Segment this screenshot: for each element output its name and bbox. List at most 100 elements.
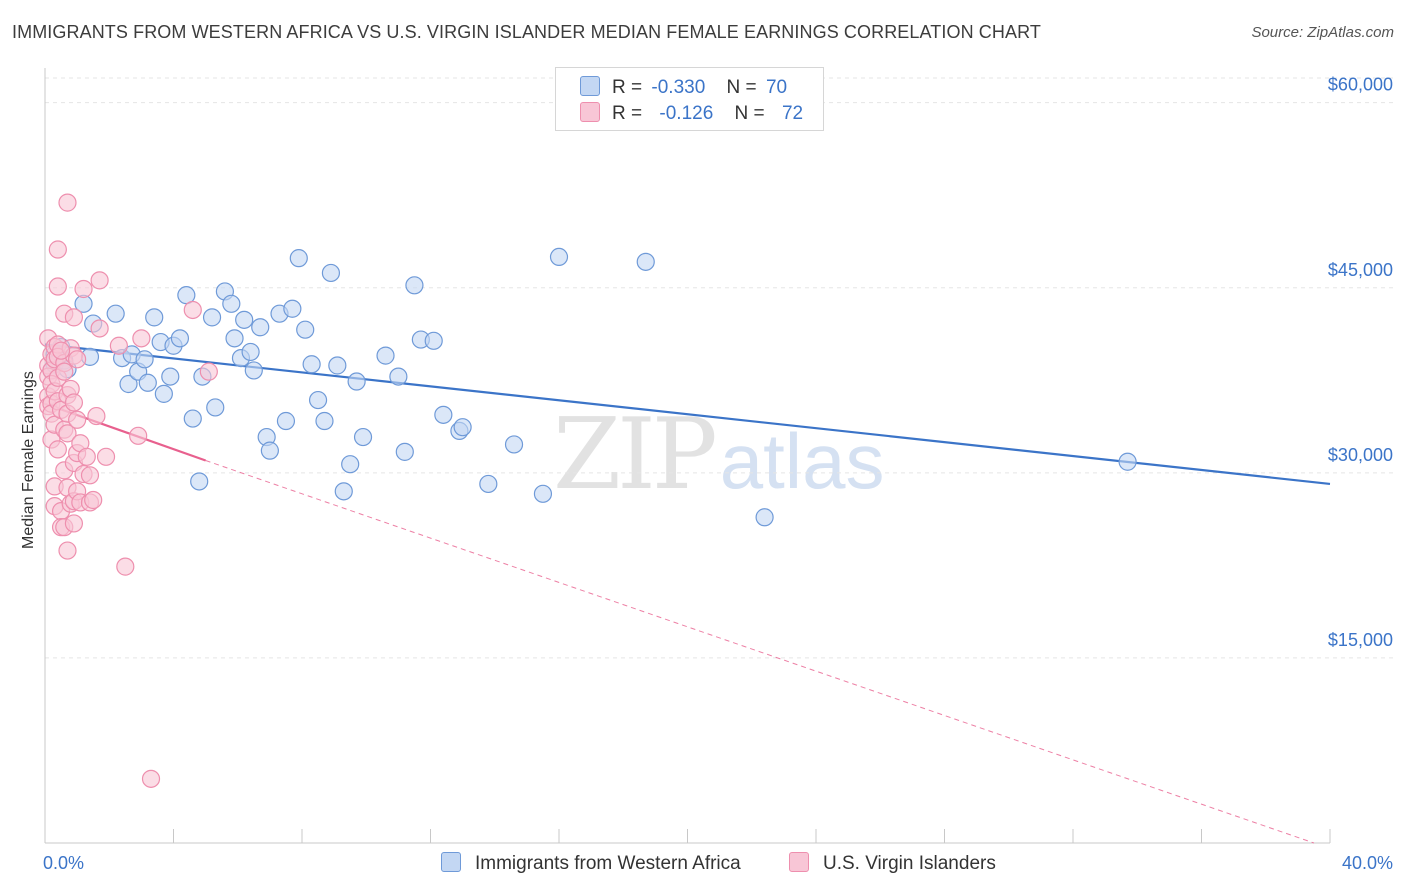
legend-r-label: R =: [612, 103, 643, 124]
point-western-africa: [161, 367, 180, 386]
legend-series1-name: Immigrants from Western Africa: [475, 853, 741, 874]
point-western-africa: [347, 372, 366, 391]
point-virgin-islanders: [68, 350, 87, 369]
x-tick-label-min: 0.0%: [43, 853, 84, 873]
legend-item-virgin-islanders: U.S. Virgin Islanders: [789, 852, 996, 875]
axes: [44, 68, 1331, 844]
point-western-africa: [504, 435, 524, 454]
y-tick-label: $60,000: [1328, 75, 1393, 95]
x-tick-label-max: 40.0%: [1342, 853, 1393, 873]
point-virgin-islanders: [132, 329, 151, 348]
point-virgin-islanders: [58, 424, 77, 443]
trend-lines: [44, 343, 1331, 844]
point-western-africa: [154, 384, 173, 403]
point-western-africa: [244, 361, 263, 380]
point-western-africa: [222, 294, 241, 313]
point-virgin-islanders: [96, 447, 116, 466]
point-western-africa: [395, 442, 414, 461]
point-virgin-islanders: [116, 557, 135, 576]
point-virgin-islanders: [199, 362, 218, 381]
legend-r-value: -0.126: [659, 103, 714, 124]
point-virgin-islanders: [77, 447, 96, 466]
point-western-africa: [755, 508, 774, 527]
point-western-africa: [235, 310, 254, 329]
legend-series2-name: U.S. Virgin Islanders: [823, 853, 996, 874]
legend-n-value: 70: [765, 77, 788, 98]
point-western-africa: [341, 455, 360, 474]
point-western-africa: [106, 304, 125, 323]
legend-item-western-africa: Immigrants from Western Africa: [441, 852, 741, 875]
point-virgin-islanders: [48, 440, 67, 459]
source-label: Source: ZipAtlas.com: [1251, 24, 1394, 41]
legend-n-label: N =: [726, 77, 757, 98]
legend-n-value: 72: [781, 103, 804, 124]
point-virgin-islanders: [48, 240, 67, 259]
point-western-africa: [283, 299, 302, 318]
point-virgin-islanders: [48, 277, 67, 296]
y-axis-label: Median Female Earnings: [20, 371, 37, 549]
point-virgin-islanders: [84, 490, 103, 510]
chart-title: IMMIGRANTS FROM WESTERN AFRICA VS U.S. V…: [12, 22, 1041, 42]
point-western-africa: [353, 427, 373, 447]
point-virgin-islanders: [74, 279, 93, 299]
point-western-africa: [405, 276, 424, 295]
y-tick-label: $15,000: [1328, 630, 1393, 650]
point-western-africa: [206, 398, 225, 417]
point-western-africa: [636, 252, 655, 271]
legend-swatch-pink: [580, 102, 600, 122]
point-western-africa: [315, 411, 334, 431]
point-virgin-islanders: [109, 336, 128, 355]
point-virgin-islanders: [68, 410, 87, 429]
legend-r-label: R =: [612, 77, 643, 98]
point-virgin-islanders: [55, 362, 74, 381]
point-western-africa: [251, 318, 270, 337]
point-western-africa: [479, 474, 498, 494]
y-tick-label: $30,000: [1328, 445, 1393, 465]
axis-labels: $15,000 $30,000 $45,000 $60,000 0.0% 40.0% Med…: [20, 75, 1393, 873]
legend-row-western-africa: R = -0.330 N = 70: [580, 76, 787, 102]
legend-r-value: -0.330: [651, 77, 706, 98]
point-western-africa: [424, 331, 443, 350]
correlation-legend: R = -0.330 N = 70 R = -0.126 N = 72: [555, 67, 824, 131]
point-western-africa: [453, 418, 472, 437]
legend-swatch-blue: [441, 852, 461, 872]
point-western-africa: [135, 350, 154, 369]
point-virgin-islanders: [90, 271, 109, 290]
point-western-africa: [138, 373, 157, 392]
point-western-africa: [260, 441, 279, 460]
point-western-africa: [533, 484, 553, 503]
legend-swatch-blue: [580, 76, 600, 96]
point-virgin-islanders: [87, 406, 106, 426]
point-western-africa: [119, 374, 138, 394]
point-virgin-islanders: [64, 514, 84, 533]
point-western-africa: [170, 329, 190, 348]
point-western-africa: [296, 320, 315, 339]
point-western-africa: [241, 342, 260, 362]
point-western-africa: [328, 356, 347, 375]
point-western-africa: [190, 472, 209, 491]
point-virgin-islanders: [64, 308, 84, 327]
point-western-africa: [321, 263, 341, 283]
point-western-africa: [289, 249, 308, 268]
point-western-africa: [389, 367, 408, 386]
point-virgin-islanders: [64, 393, 84, 412]
point-western-africa: [549, 247, 569, 267]
point-western-africa: [202, 308, 222, 327]
y-tick-label: $45,000: [1328, 260, 1393, 280]
point-western-africa: [334, 482, 353, 501]
point-western-africa: [1118, 452, 1137, 471]
point-virgin-islanders: [183, 300, 202, 320]
point-western-africa: [145, 308, 164, 327]
point-virgin-islanders: [58, 541, 77, 560]
point-western-africa: [376, 346, 395, 365]
trend-line-virgin-islanders-extended: [205, 460, 1315, 844]
scatter-points: [39, 193, 1137, 788]
point-western-africa: [225, 329, 244, 348]
point-western-africa: [183, 409, 202, 428]
legend-row-virgin-islanders: R = -0.126 N = 72: [580, 102, 803, 128]
point-western-africa: [302, 355, 321, 374]
legend-n-label: N =: [734, 103, 765, 124]
legend-swatch-pink: [789, 852, 809, 872]
point-virgin-islanders: [58, 193, 77, 212]
